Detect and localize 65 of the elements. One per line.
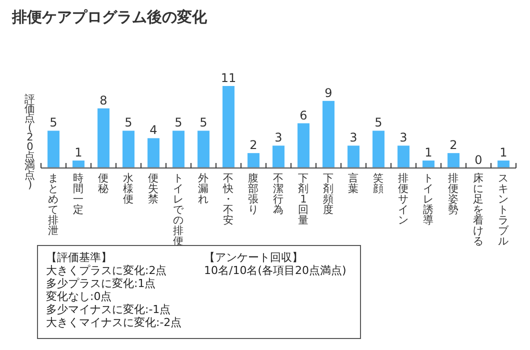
bar	[298, 123, 310, 168]
bar	[248, 153, 260, 168]
bar	[148, 138, 160, 168]
bar	[498, 160, 510, 168]
data-label: 3	[400, 130, 408, 145]
x-tick-label: 下剤頻度	[323, 172, 334, 216]
data-label: 2	[450, 138, 458, 152]
bar	[48, 130, 60, 168]
bar	[372, 130, 384, 168]
bar	[198, 130, 210, 168]
bar	[448, 153, 460, 168]
bar	[348, 146, 360, 168]
text: 評価点(20点満点)	[24, 94, 36, 191]
text: 大きくプラスに変化:2点	[46, 264, 167, 277]
data-label: 1	[500, 146, 508, 160]
x-tick-label: 下剤1回量	[298, 172, 309, 226]
bar	[398, 146, 410, 168]
data-label: 3	[274, 130, 282, 145]
data-label: 0	[474, 153, 482, 167]
x-tick-label: 笑顔	[373, 172, 384, 195]
data-label: 11	[220, 71, 236, 85]
x-tick-label: 外漏れ	[198, 172, 209, 206]
bar	[222, 86, 234, 168]
x-tick-label: まとめて排泄	[48, 172, 59, 237]
x-tick-label: トイレ誘導	[423, 172, 434, 226]
x-tick-label: 排便サイン	[398, 172, 409, 226]
chart-title: 排便ケアプログラム後の変化	[11, 8, 208, 26]
text: 大きくマイナスに変化:-2点	[46, 316, 182, 329]
x-tick-label: 排便姿勢	[448, 172, 459, 216]
x-tick-label: 床に足を着ける	[473, 172, 484, 248]
data-label: 6	[300, 108, 308, 122]
data-label: 5	[374, 116, 382, 130]
text: 変化なし:0点	[46, 290, 112, 303]
text: 【アンケート回収】	[204, 251, 303, 264]
text: 10名/10名(各項目20点満点)	[204, 264, 346, 277]
data-label: 5	[200, 116, 208, 130]
data-label: 1	[424, 146, 432, 160]
x-tick-label: 便秘	[98, 172, 109, 195]
data-label: 2	[250, 138, 258, 152]
bar	[122, 130, 134, 168]
x-tick-label: 腹部張り	[248, 172, 259, 216]
data-label: 4	[150, 123, 158, 138]
data-label: 5	[124, 116, 132, 130]
x-tick-label: スキントラブル	[498, 172, 510, 248]
x-tick-label: 不快・不安	[222, 172, 234, 226]
text: 【評価基準】	[46, 251, 112, 264]
x-tick-label: 便失禁	[148, 172, 159, 206]
x-tick-label: 時間一定	[73, 172, 84, 216]
text: 多少マイナスに変化:-1点	[46, 303, 171, 316]
data-label: 5	[174, 116, 182, 130]
bar	[72, 160, 84, 168]
data-label: 3	[350, 130, 358, 145]
bar	[272, 146, 284, 168]
bar	[172, 130, 184, 168]
bar	[98, 108, 110, 168]
bar	[422, 160, 434, 168]
x-tick-label: 不潔行為	[273, 172, 284, 216]
x-tick-label: 水様便	[123, 172, 134, 206]
data-label: 8	[100, 93, 108, 108]
text: 多少プラスに変化:1点	[46, 277, 156, 290]
x-tick-label: 言葉	[348, 172, 359, 195]
bar	[322, 100, 334, 168]
data-label: 9	[324, 86, 332, 100]
data-label: 1	[74, 146, 82, 160]
data-label: 5	[50, 116, 58, 130]
